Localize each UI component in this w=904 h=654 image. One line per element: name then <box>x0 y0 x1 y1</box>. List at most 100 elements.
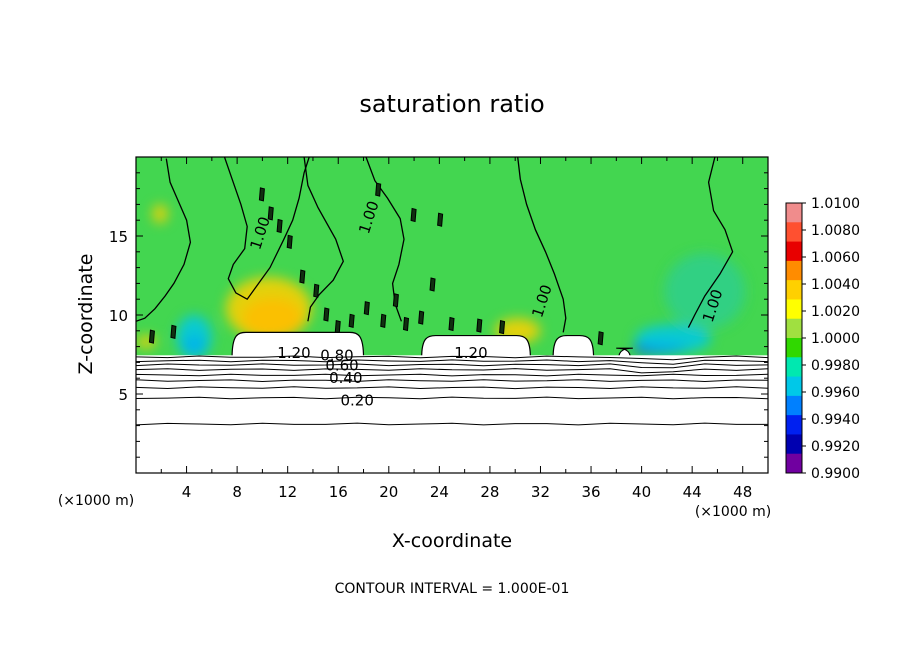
y-tick-label: 5 <box>118 386 128 404</box>
colorbar-segment <box>786 395 802 416</box>
y-axis: 5 10 15 <box>109 172 768 458</box>
cloud-region <box>552 334 595 359</box>
contour-scribble <box>410 207 417 223</box>
colorbar-segment <box>786 280 802 300</box>
contour-scribble <box>476 318 483 333</box>
colorbar-segment <box>786 338 802 358</box>
anomaly-layer <box>136 204 746 360</box>
x-tick-label: 48 <box>733 483 752 501</box>
contour-label: 0.80 <box>320 346 353 364</box>
contour-layer <box>136 157 734 346</box>
contour-scribble <box>348 313 355 328</box>
contour-label: 1.20 <box>277 344 310 362</box>
contour-line-1-00 <box>687 157 734 328</box>
contour-scribble <box>380 313 387 328</box>
contour-scribble <box>323 307 330 322</box>
contour-label: 1.20 <box>454 344 487 362</box>
colorbar-segment <box>786 203 802 223</box>
contour-scribble <box>334 320 341 335</box>
contour-label: 0.20 <box>340 391 373 409</box>
x-tick-label: 28 <box>480 483 499 501</box>
chart-title: saturation ratio <box>359 90 544 118</box>
contour-scribble <box>170 324 177 340</box>
contour-line-1-00 <box>136 158 192 322</box>
contour-line-low <box>136 359 768 365</box>
contour-scribble <box>448 316 455 332</box>
contour-line-1-00 <box>517 157 567 333</box>
contour-scribble <box>429 277 436 292</box>
contour-line-low <box>136 396 768 400</box>
contour-scribble <box>418 310 425 325</box>
colorbar-label: 1.0000 <box>811 331 860 347</box>
contour-line-low <box>136 386 768 390</box>
x-axis: 4 8 12 16 20 24 28 32 36 40 44 48 <box>160 157 752 501</box>
contour-scribble <box>286 234 293 249</box>
contour-label: 0.40 <box>329 369 362 387</box>
x-unit-label-left: (×1000 m) <box>58 493 134 509</box>
cloud-region <box>231 331 365 359</box>
cloud-region <box>421 334 531 359</box>
contour-scribble <box>363 301 370 316</box>
colorbar-label: 1.0020 <box>811 304 860 320</box>
y-axis-title: Z-coordinate <box>75 254 97 375</box>
contour-line-low <box>136 422 768 426</box>
colorbar-label: 0.9900 <box>811 466 860 482</box>
colorbar-label: 0.9940 <box>811 412 860 428</box>
contour-scribble <box>375 182 382 197</box>
contour-line-1-00 <box>303 157 345 322</box>
contour-scribble <box>313 283 320 298</box>
anomaly-blob <box>176 315 212 360</box>
contour-scribble <box>299 269 306 284</box>
x-tick-label: 44 <box>683 483 702 501</box>
colorbar-segment <box>786 222 802 243</box>
colorbar-label: 1.0040 <box>811 277 860 293</box>
contour-scribble <box>437 212 444 227</box>
colorbar-label: 0.9980 <box>811 358 860 374</box>
colorbar-segment <box>786 299 802 320</box>
colorbar-segment <box>786 260 802 281</box>
contour-line-low <box>136 373 768 377</box>
x-tick-label: 24 <box>430 483 449 501</box>
contour-scribble <box>258 187 265 202</box>
x-tick-label: 8 <box>232 483 242 501</box>
anomaly-blob <box>152 204 168 224</box>
contour-label: 0.60 <box>325 357 358 375</box>
contour-line-low <box>136 379 768 383</box>
contour-line-low <box>136 355 768 361</box>
contour-line-low <box>136 363 768 369</box>
contour-scribble <box>402 316 410 332</box>
colorbar-segment <box>786 318 802 339</box>
colorbar-segment <box>786 453 802 474</box>
x-tick-label: 40 <box>632 483 651 501</box>
anomaly-blob <box>225 277 312 341</box>
contour-line-1-00 <box>223 157 310 301</box>
x-tick-label: 12 <box>278 483 297 501</box>
colorbar-label: 0.9920 <box>811 439 860 455</box>
x-unit-label-right: (×1000 m) <box>695 504 771 520</box>
anomaly-blob <box>664 253 746 330</box>
contour-scribble <box>597 331 604 346</box>
colorbar-segment <box>786 357 802 378</box>
x-tick-label: 16 <box>329 483 348 501</box>
contour-scribble <box>392 293 399 308</box>
subsaturated-region <box>136 355 768 473</box>
contour-scribble <box>499 320 506 335</box>
y-tick-label: 10 <box>109 307 128 325</box>
contour-scribble <box>148 329 155 344</box>
cloud-layer <box>231 331 633 359</box>
lower-contour-layer <box>136 355 768 473</box>
contour-line-low <box>136 368 768 374</box>
contour-scribble <box>267 206 274 221</box>
colorbar-segment <box>786 376 802 397</box>
y-tick-label: 15 <box>109 228 128 246</box>
plot-area <box>136 157 768 473</box>
colorbar-label: 0.9960 <box>811 385 860 401</box>
colorbar-label: 1.0100 <box>811 196 860 212</box>
colorbar-segment <box>786 415 802 435</box>
contour-scribble <box>276 218 283 234</box>
x-tick-label: 20 <box>379 483 398 501</box>
anomaly-blob <box>635 324 712 353</box>
colorbar-label: 1.0060 <box>811 250 860 266</box>
x-tick-label: 32 <box>531 483 550 501</box>
